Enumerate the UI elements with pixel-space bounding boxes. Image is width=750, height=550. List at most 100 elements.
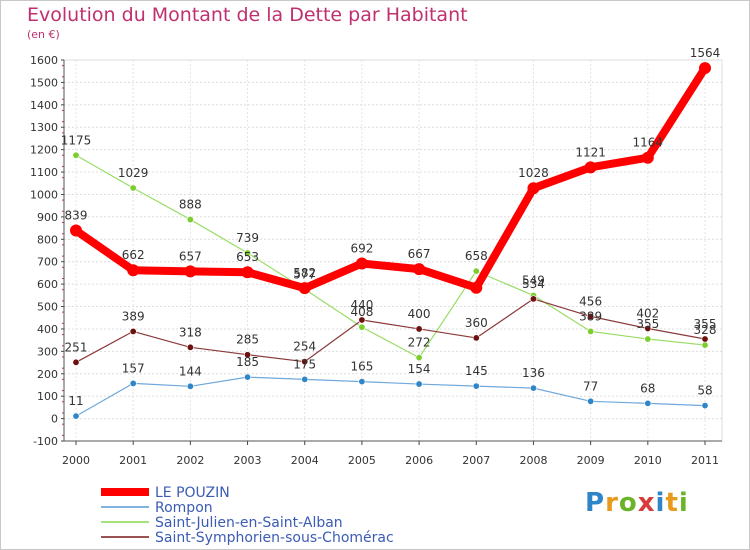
data-label: 692 [350,241,373,255]
data-point [358,378,366,386]
data-label: 1175 [61,133,92,147]
data-point [186,382,194,390]
data-label: 185 [236,355,259,369]
data-point [527,182,540,195]
data-point [129,379,137,387]
data-label: 667 [408,247,431,261]
data-label: 456 [579,294,602,308]
y-tick-label: 900 [37,211,58,224]
data-label: 658 [465,249,488,263]
data-point [298,282,311,295]
y-tick-label: 1100 [30,166,58,179]
logo-letter: r [605,488,619,518]
data-point [472,267,480,275]
data-point [301,358,309,366]
data-point [244,351,252,359]
y-tick-label: -100 [33,435,58,448]
data-labels: 11 157 144 185 175 165 154 145 136 77 68 58 1175 1029… [61,46,721,408]
y-tick-label: 100 [37,390,58,403]
data-label: 1121 [575,145,606,159]
grid-lines [63,59,723,442]
x-tick-label: 2011 [691,454,719,467]
data-point [72,358,80,366]
y-tick-label: 1500 [30,76,58,89]
chart-title: Evolution du Montant de la Dette par Hab… [27,4,468,26]
y-tick-label: 200 [37,368,58,381]
plot-area [63,59,723,442]
data-label: 165 [350,360,373,374]
data-label: 582 [293,266,316,280]
data-label: 549 [522,274,545,288]
data-label: 144 [179,364,202,378]
data-label: 888 [179,198,202,212]
data-point [701,335,709,343]
data-point [301,375,309,383]
y-tick-label: 1600 [30,54,58,67]
logo-letter: o [618,488,638,518]
data-point [415,380,423,388]
data-label: 1164 [633,136,664,150]
data-label: 77 [583,379,598,393]
data-label: 355 [694,317,717,331]
data-label: 389 [122,309,145,323]
data-label: 58 [697,384,712,398]
data-point [587,327,595,335]
logo-letter: x [637,488,656,518]
data-point [701,402,709,410]
data-point [241,266,254,279]
x-tick-label: 2005 [348,454,376,467]
data-point [699,62,711,75]
x-tick-label: 2009 [577,454,605,467]
data-label: 360 [465,316,488,330]
x-tick-label: 2002 [176,454,204,467]
data-point [244,373,252,381]
data-label: 402 [636,306,659,320]
data-point [72,412,80,420]
data-point [470,281,483,294]
data-point [186,216,194,224]
axes: -100 0 100 200 300 400 500 600 700 800 900 1000 1100… [30,54,722,467]
y-tick-label: 500 [37,301,58,314]
y-tick-label: 1300 [30,121,58,134]
y-tick-label: 1000 [30,188,58,201]
data-point [129,184,137,192]
x-tick-label: 2007 [462,454,490,467]
y-tick-label: 700 [37,256,58,269]
x-tick-label: 2003 [234,454,262,467]
data-label: 328 [694,323,717,337]
series-line-3 [75,298,706,363]
y-tick-label: 0 [51,413,58,426]
y-tick-label: 800 [37,233,58,246]
data-label: 653 [236,250,259,264]
data-point [415,325,423,333]
data-label: 175 [293,357,316,371]
data-point [529,384,537,392]
y-tick-label: 1200 [30,144,58,157]
data-point [129,327,137,335]
data-point [587,397,595,405]
legend-entry: Saint-Julien-en-Saint-Alban [155,515,343,531]
data-point [415,354,423,362]
data-label: 154 [408,362,431,376]
data-label: 408 [350,305,373,319]
data-point [701,341,709,349]
x-tick-label: 2008 [519,454,547,467]
logo-letter: P [585,488,606,518]
x-tick-label: 2004 [291,454,319,467]
data-label: 440 [350,298,373,312]
series-line-0 [72,64,709,293]
series-lines [70,62,711,420]
data-point [358,323,366,331]
series-line-2 [75,154,706,359]
proxiti-logo: Proxiti [585,488,689,518]
data-point [358,316,366,324]
data-point [127,264,140,277]
data-label: 68 [640,381,655,395]
data-point [70,224,82,237]
data-point [641,151,654,164]
data-label: 272 [408,336,431,350]
data-point [413,263,426,276]
data-label: 136 [522,366,545,380]
legend-entry: Saint-Symphorien-sous-Chomérac [155,530,394,546]
